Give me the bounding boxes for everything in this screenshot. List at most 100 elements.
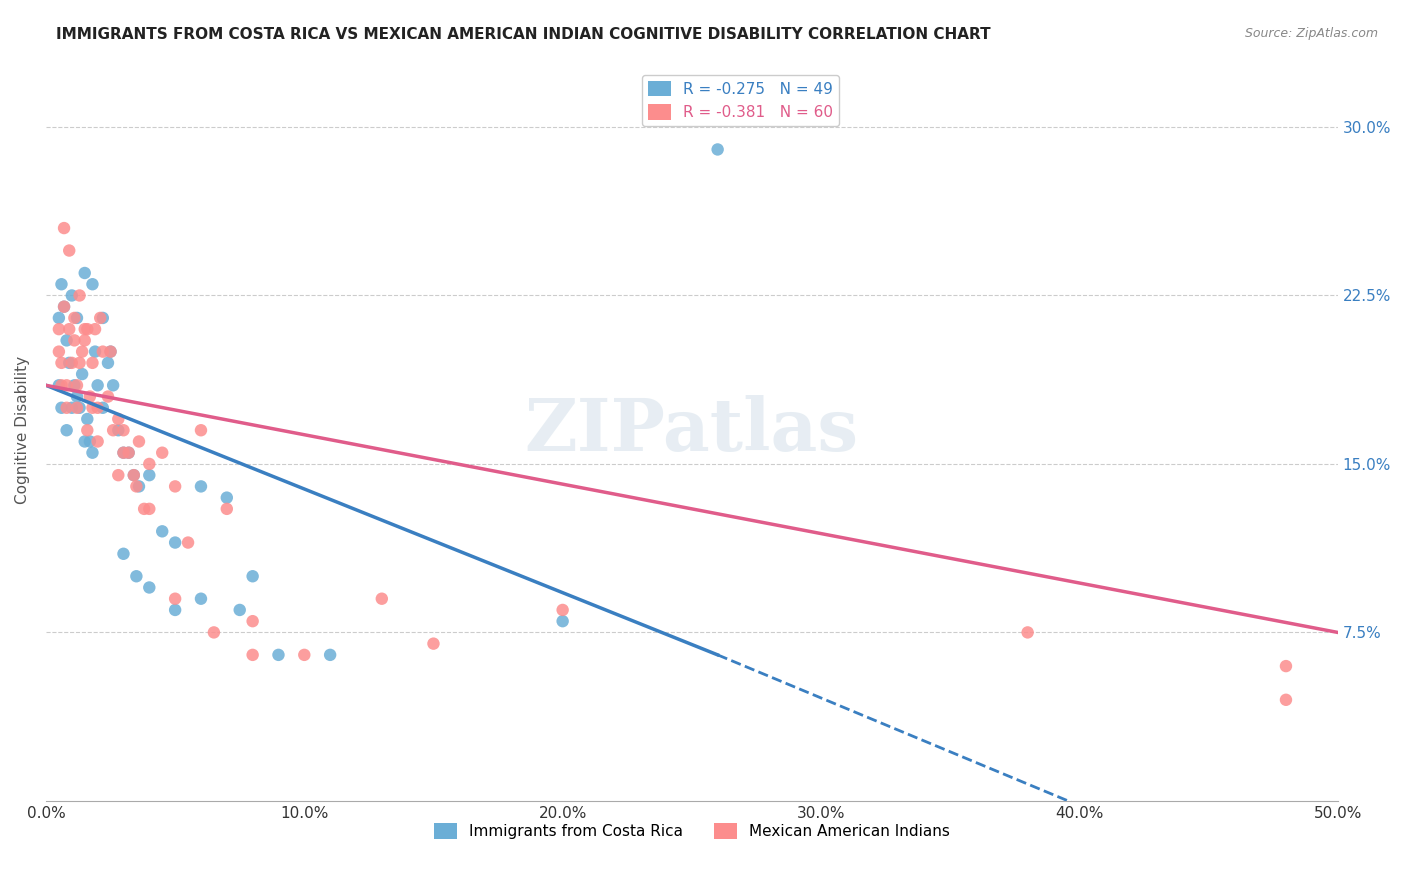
- Point: [91, 401, 114, 415]
- Point: [66, 310, 89, 325]
- Point: [422, 637, 444, 651]
- Point: [84, 322, 107, 336]
- Point: [60, 401, 83, 415]
- Point: [117, 446, 139, 460]
- Point: [53, 300, 76, 314]
- Point: [150, 446, 173, 460]
- Point: [190, 479, 212, 493]
- Point: [48, 322, 70, 336]
- Point: [58, 244, 80, 258]
- Point: [551, 614, 574, 628]
- Point: [70, 367, 93, 381]
- Point: [371, 591, 394, 606]
- Point: [165, 591, 187, 606]
- Y-axis label: Cognitive Disability: Cognitive Disability: [15, 356, 30, 504]
- Point: [150, 524, 173, 539]
- Point: [112, 547, 135, 561]
- Point: [165, 479, 187, 493]
- Point: [319, 648, 342, 662]
- Point: [55, 334, 77, 348]
- Point: [107, 468, 129, 483]
- Point: [69, 288, 91, 302]
- Point: [63, 378, 86, 392]
- Point: [51, 401, 73, 415]
- Point: [58, 356, 80, 370]
- Point: [165, 535, 187, 549]
- Text: Source: ZipAtlas.com: Source: ZipAtlas.com: [1244, 27, 1378, 40]
- Point: [84, 344, 107, 359]
- Point: [190, 423, 212, 437]
- Point: [63, 310, 86, 325]
- Point: [128, 479, 150, 493]
- Text: ZIPatlas: ZIPatlas: [524, 395, 859, 466]
- Point: [107, 423, 129, 437]
- Point: [82, 356, 104, 370]
- Point: [122, 468, 145, 483]
- Point: [73, 266, 96, 280]
- Point: [138, 501, 160, 516]
- Point: [48, 378, 70, 392]
- Point: [125, 479, 148, 493]
- Point: [101, 423, 124, 437]
- Point: [76, 322, 98, 336]
- Point: [125, 569, 148, 583]
- Point: [100, 344, 122, 359]
- Point: [100, 344, 122, 359]
- Point: [138, 468, 160, 483]
- Point: [112, 446, 135, 460]
- Point: [66, 390, 89, 404]
- Point: [55, 378, 77, 392]
- Point: [128, 434, 150, 449]
- Point: [134, 501, 156, 516]
- Legend: Immigrants from Costa Rica, Mexican American Indians: Immigrants from Costa Rica, Mexican Amer…: [427, 817, 956, 845]
- Point: [97, 356, 120, 370]
- Point: [242, 648, 264, 662]
- Point: [76, 412, 98, 426]
- Point: [706, 143, 728, 157]
- Point: [86, 401, 108, 415]
- Point: [73, 322, 96, 336]
- Point: [112, 446, 135, 460]
- Point: [70, 344, 93, 359]
- Point: [63, 334, 86, 348]
- Point: [112, 423, 135, 437]
- Point: [242, 569, 264, 583]
- Point: [86, 434, 108, 449]
- Point: [117, 446, 139, 460]
- Point: [48, 310, 70, 325]
- Point: [55, 423, 77, 437]
- Point: [69, 356, 91, 370]
- Point: [1275, 659, 1298, 673]
- Point: [292, 648, 315, 662]
- Point: [242, 614, 264, 628]
- Point: [91, 310, 114, 325]
- Point: [91, 344, 114, 359]
- Point: [267, 648, 290, 662]
- Point: [86, 378, 108, 392]
- Point: [69, 401, 91, 415]
- Point: [60, 356, 83, 370]
- Point: [215, 501, 238, 516]
- Point: [107, 412, 129, 426]
- Point: [202, 625, 225, 640]
- Point: [66, 401, 89, 415]
- Point: [82, 446, 104, 460]
- Point: [138, 581, 160, 595]
- Point: [76, 423, 98, 437]
- Point: [53, 221, 76, 235]
- Text: IMMIGRANTS FROM COSTA RICA VS MEXICAN AMERICAN INDIAN COGNITIVE DISABILITY CORRE: IMMIGRANTS FROM COSTA RICA VS MEXICAN AM…: [56, 27, 991, 42]
- Point: [79, 434, 101, 449]
- Point: [122, 468, 145, 483]
- Point: [58, 322, 80, 336]
- Point: [53, 300, 76, 314]
- Point: [89, 310, 111, 325]
- Point: [79, 390, 101, 404]
- Point: [138, 457, 160, 471]
- Point: [66, 378, 89, 392]
- Point: [82, 277, 104, 292]
- Point: [60, 288, 83, 302]
- Point: [1017, 625, 1039, 640]
- Point: [551, 603, 574, 617]
- Point: [73, 334, 96, 348]
- Point: [82, 401, 104, 415]
